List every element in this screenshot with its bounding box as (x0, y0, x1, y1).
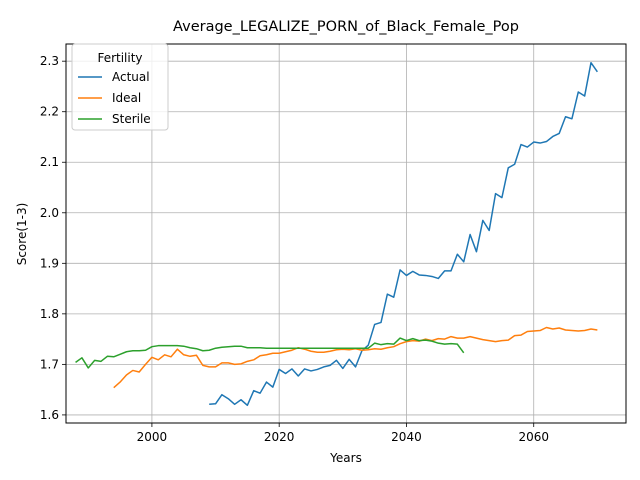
y-tick-label: 1.6 (40, 408, 59, 422)
legend: Fertility Actual Ideal Sterile (71, 43, 169, 131)
x-tick-label: 2040 (391, 430, 422, 444)
y-tick-label: 1.8 (40, 307, 59, 321)
y-tick-label: 2.0 (40, 206, 59, 220)
x-tick-label: 2000 (137, 430, 168, 444)
y-tick-label: 1.7 (40, 357, 59, 371)
x-tick-label: 2020 (264, 430, 295, 444)
chart-title: Average_LEGALIZE_PORN_of_Black_Female_Po… (173, 19, 519, 35)
legend-label-actual: Actual (112, 70, 150, 84)
legend-box (71, 43, 169, 131)
legend-label-ideal: Ideal (112, 91, 141, 105)
legend-items: Actual Ideal Sterile (78, 70, 151, 126)
y-tick-label: 2.2 (40, 105, 59, 119)
x-axis-label: Years (329, 451, 362, 465)
series-line-actual (209, 61, 598, 407)
legend-title: Fertility (97, 51, 142, 65)
y-tick-label: 2.3 (40, 54, 59, 68)
x-axis-ticks: 2000 2020 2040 2060 (137, 423, 549, 444)
y-axis-ticks: 1.6 1.7 1.8 1.9 2.0 2.1 2.2 2.3 (40, 54, 66, 422)
series-line-sterile (75, 337, 465, 369)
y-axis-label: Score(1-3) (15, 203, 29, 266)
plot-frame (65, 43, 627, 424)
grid (66, 44, 626, 423)
y-tick-label: 1.9 (40, 256, 59, 270)
legend-label-sterile: Sterile (112, 112, 151, 126)
series-layer (75, 61, 598, 407)
x-tick-label: 2060 (518, 430, 549, 444)
y-tick-label: 2.1 (40, 155, 59, 169)
